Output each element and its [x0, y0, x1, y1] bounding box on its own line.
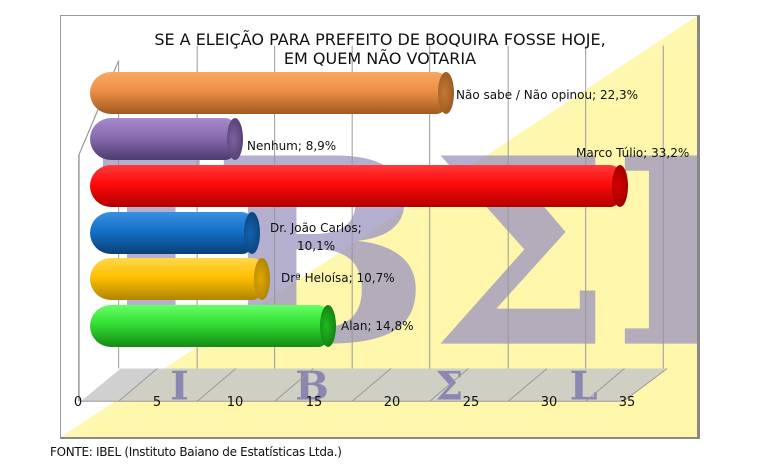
x-tick-10: 10	[226, 395, 244, 410]
data-label-joao-carlos-value: 10,1%	[297, 239, 336, 253]
source-note: FONTE: IBEL (Instituto Baiano de Estatís…	[50, 445, 342, 459]
bar-nenhum	[90, 118, 243, 160]
x-tick-35: 35	[618, 395, 636, 410]
x-tick-20: 20	[383, 395, 401, 410]
data-label-heloisa: Drª Heloísa; 10,7%	[281, 271, 395, 285]
x-tick-5: 5	[152, 395, 162, 410]
x-tick-15: 15	[305, 395, 323, 410]
bar-marco-tulio	[90, 165, 628, 207]
data-label-nao-sabe: Não sabe / Não opinou; 22,3%	[456, 88, 639, 102]
x-tick-30: 30	[540, 395, 558, 410]
data-label-marco-tulio: Marco Túlio; 33,2%	[576, 146, 690, 160]
chart-title-line-2: EM QUEM NÃO VOTARIA	[283, 49, 477, 68]
bar-alan	[90, 305, 336, 347]
chart-title-line-1: SE A ELEIÇÃO PARA PREFEITO DE BOQUIRA FO…	[154, 30, 606, 49]
x-tick-0: 0	[73, 395, 83, 410]
bar-nao-sabe	[90, 72, 454, 114]
data-label-nenhum: Nenhum; 8,9%	[247, 139, 337, 153]
bar-joao-carlos	[90, 212, 260, 254]
x-tick-25: 25	[462, 395, 480, 410]
bar-heloisa	[90, 258, 270, 300]
chart-title: SE A ELEIÇÃO PARA PREFEITO DE BOQUIRA FO…	[60, 30, 700, 68]
data-label-alan: Alan; 14,8%	[341, 319, 414, 333]
data-label-joao-carlos: Dr. João Carlos;	[270, 221, 362, 235]
